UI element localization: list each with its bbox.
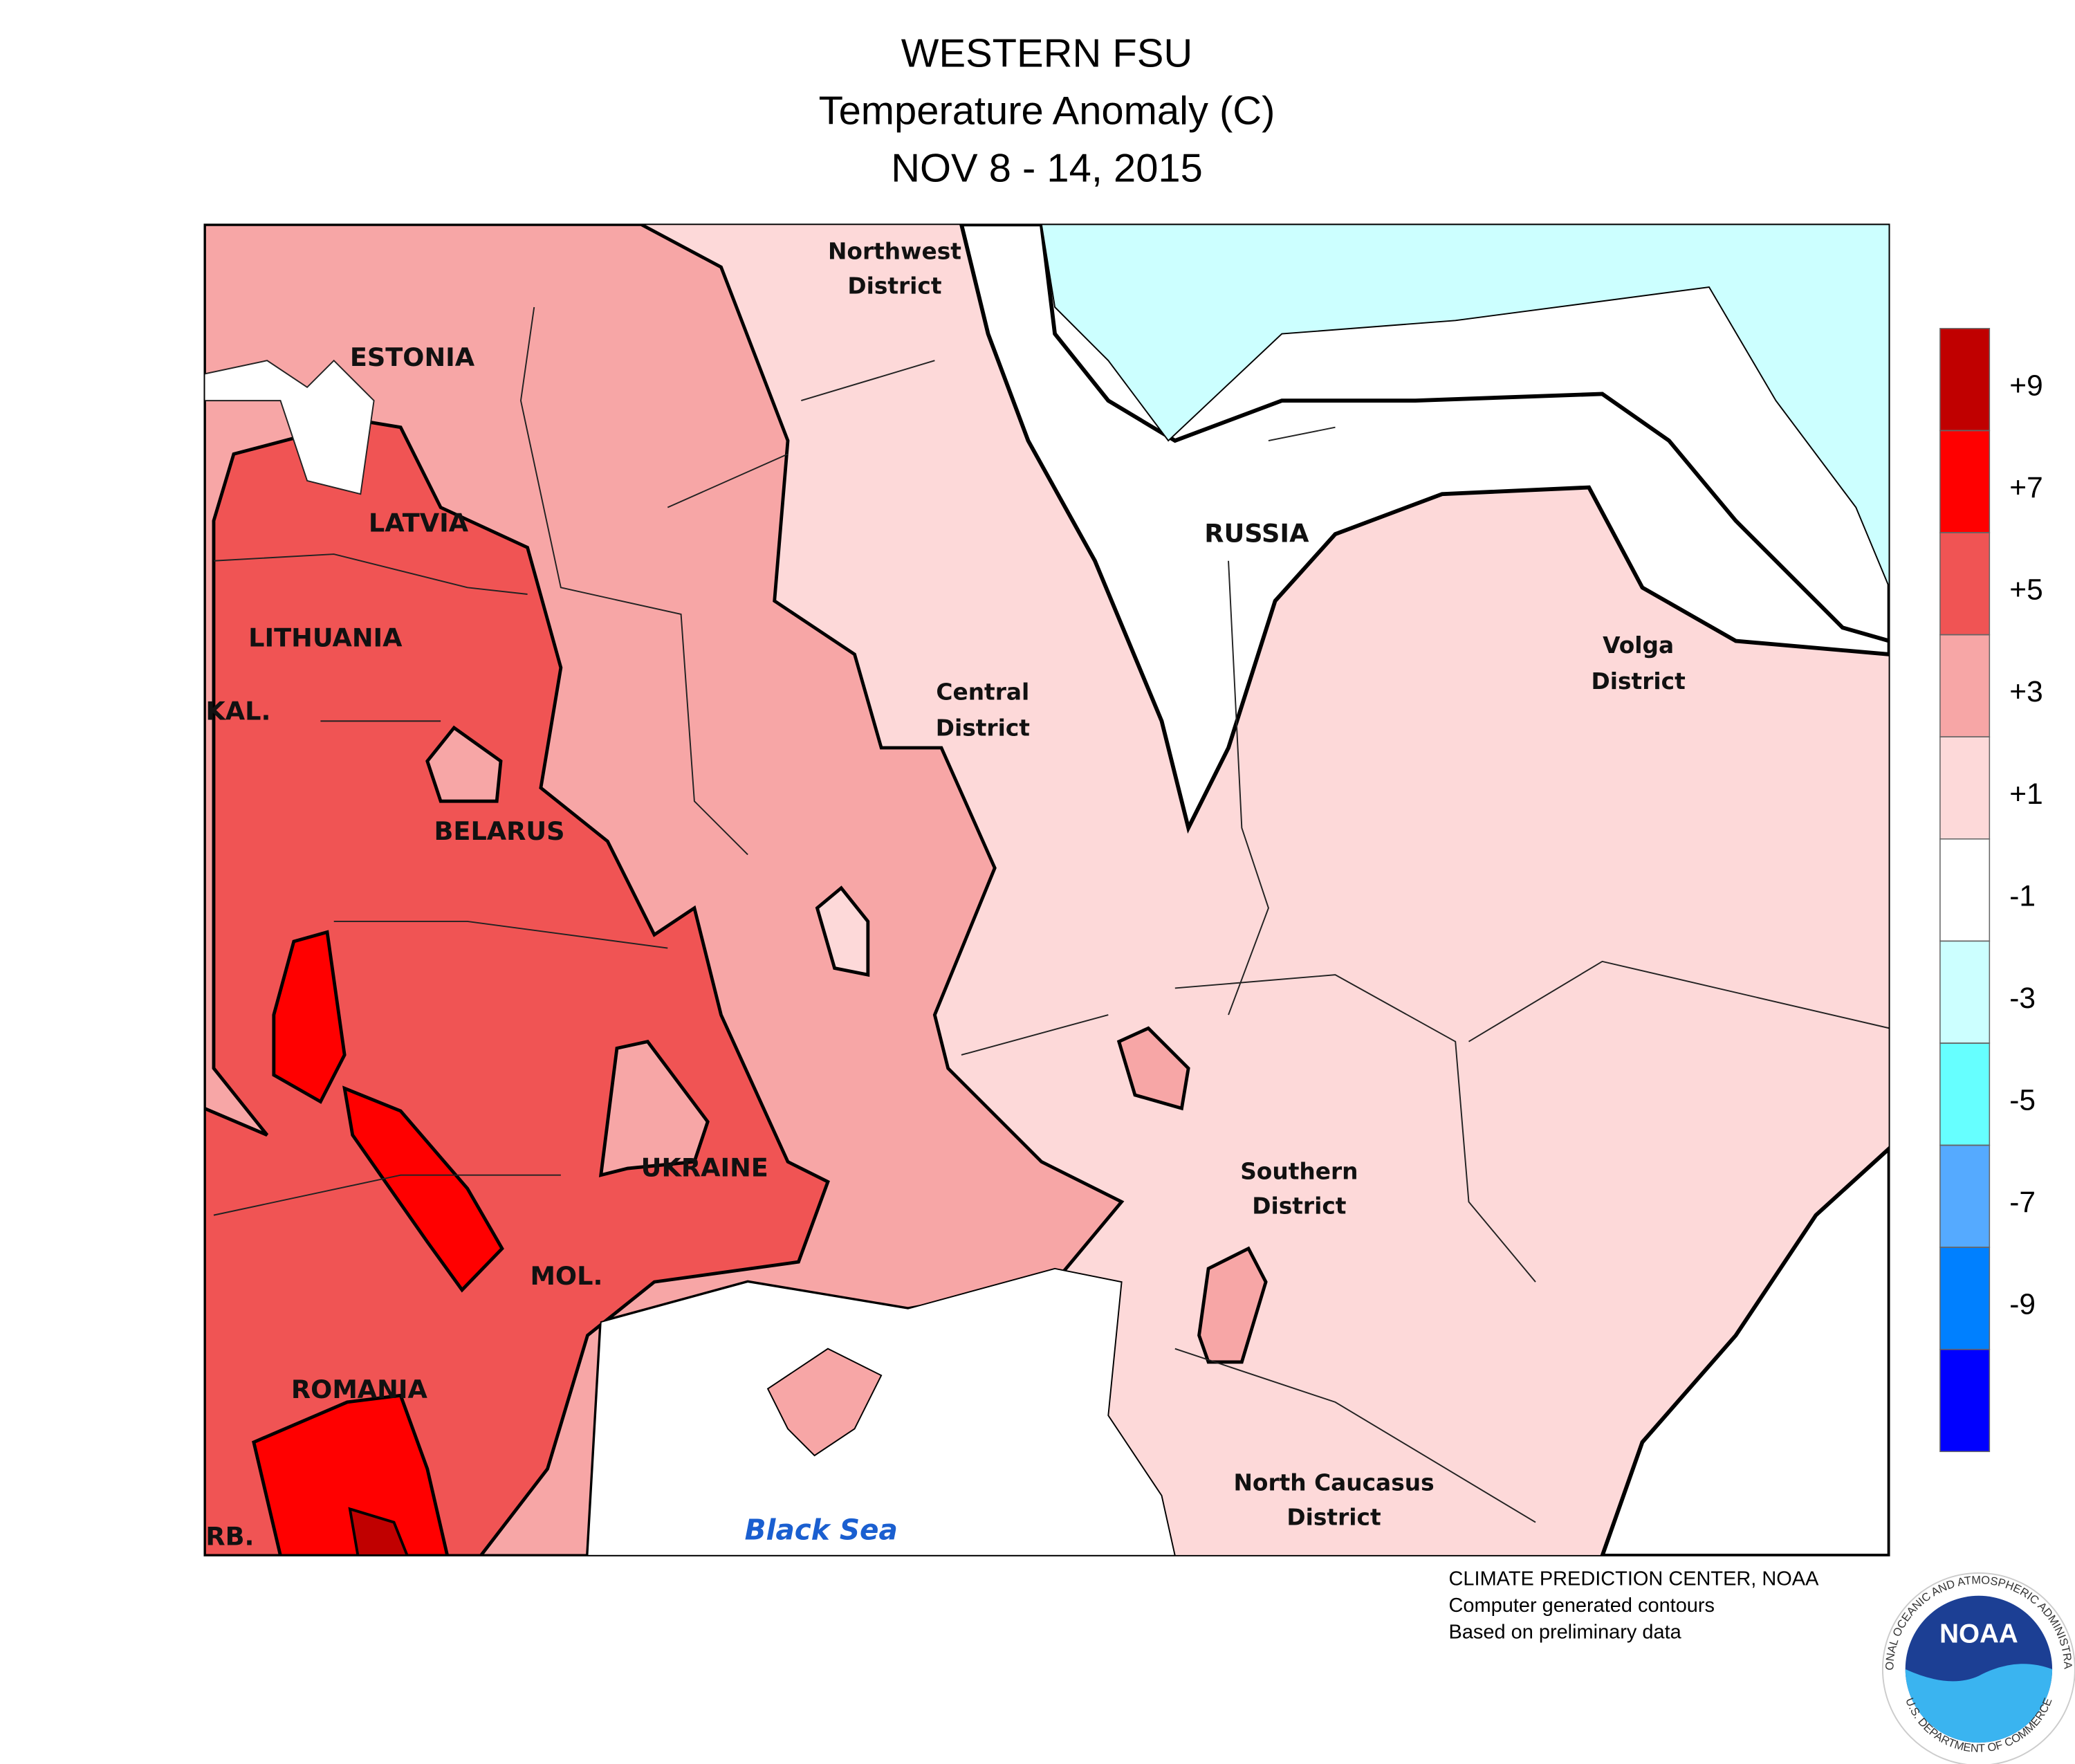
district-label: North Caucasus xyxy=(1233,1469,1434,1496)
legend-tick-label: -5 xyxy=(2009,1084,2036,1117)
country-label: LITHUANIA xyxy=(248,623,403,652)
footer-line: Computer generated contours xyxy=(1449,1595,1715,1617)
district-label: District xyxy=(1592,668,1686,695)
country-label: RB. xyxy=(205,1521,254,1551)
legend-swatch xyxy=(1939,328,1991,432)
footer-line: Based on preliminary data xyxy=(1449,1621,1682,1644)
title-line: WESTERN FSU xyxy=(901,32,1192,76)
district-label: District xyxy=(1286,1504,1381,1530)
warmer-zone xyxy=(204,419,830,1556)
legend-tick-label: +9 xyxy=(2009,369,2042,401)
legend-swatch xyxy=(1939,430,1991,533)
legend-tick-label: -9 xyxy=(2009,1288,2036,1321)
warm-zone xyxy=(598,1039,710,1177)
district-label: Northwest xyxy=(828,238,961,264)
hot-zone xyxy=(272,930,347,1104)
map xyxy=(204,224,1890,1556)
footer-line: CLIMATE PREDICTION CENTER, NOAA xyxy=(1449,1568,1820,1590)
legend-tick-label: -7 xyxy=(2009,1186,2036,1218)
legend-tick-label: +3 xyxy=(2009,675,2042,708)
legend-swatch xyxy=(1939,736,1991,840)
district-label: Southern xyxy=(1240,1159,1358,1185)
country-label: UKRAINE xyxy=(641,1153,768,1183)
sea xyxy=(587,1267,1176,1556)
gulf xyxy=(204,359,375,495)
map-frame xyxy=(203,223,1890,1556)
legend-swatch xyxy=(1939,1247,1991,1350)
warm-zone xyxy=(1197,1246,1268,1364)
country-label: ESTONIA xyxy=(350,342,475,372)
legend-tick-label: -3 xyxy=(2009,982,2036,1014)
hot-zone xyxy=(342,1085,504,1293)
district-label: District xyxy=(847,273,941,300)
legend-swatch xyxy=(1939,940,1991,1044)
sea-label: Black Sea xyxy=(745,1514,898,1547)
country-label: BELARUS xyxy=(434,816,564,846)
legend: +9 +7 +5 +3 +1 -1 -3 -5 -7 -9 xyxy=(1939,328,2043,1453)
logo-wave xyxy=(1905,1664,2053,1743)
title-line: NOV 8 - 14, 2015 xyxy=(891,147,1203,191)
cool-zone xyxy=(1040,224,1890,588)
country-label: LATVIA xyxy=(369,508,469,538)
hot-zone xyxy=(252,1393,450,1556)
cool-pocket xyxy=(815,885,870,977)
country-label: MOL. xyxy=(530,1261,602,1291)
crimea xyxy=(766,1348,883,1457)
district-label: Central xyxy=(936,679,1029,706)
district-label: District xyxy=(1252,1193,1346,1220)
country-label: KAL. xyxy=(205,696,270,726)
neutral-zone xyxy=(1600,1146,1890,1556)
title-line: Temperature Anomaly (C) xyxy=(819,89,1275,134)
legend-tick-label: +1 xyxy=(2009,778,2042,810)
district-label: District xyxy=(936,715,1030,742)
logo-text: NOAA xyxy=(1939,1619,2018,1648)
border xyxy=(213,306,1890,1523)
hottest-zone xyxy=(348,1507,409,1556)
warm-zone xyxy=(1116,1026,1190,1111)
legend-tick-label: +5 xyxy=(2009,573,2042,606)
legend-swatch xyxy=(1939,532,1991,636)
legend-tick-label: -1 xyxy=(2009,879,2036,912)
warm-zone xyxy=(425,725,503,803)
legend-swatch xyxy=(1939,1042,1991,1146)
country-label: ROMANIA xyxy=(291,1375,428,1404)
legend-swatch xyxy=(1939,634,1991,737)
country-label: RUSSIA xyxy=(1204,519,1309,549)
district-label: Volga xyxy=(1603,632,1674,659)
legend-tick-label: +7 xyxy=(2009,471,2042,504)
legend-swatch xyxy=(1939,1348,1991,1453)
legend-swatch xyxy=(1939,838,1991,942)
legend-swatch xyxy=(1939,1144,1991,1248)
